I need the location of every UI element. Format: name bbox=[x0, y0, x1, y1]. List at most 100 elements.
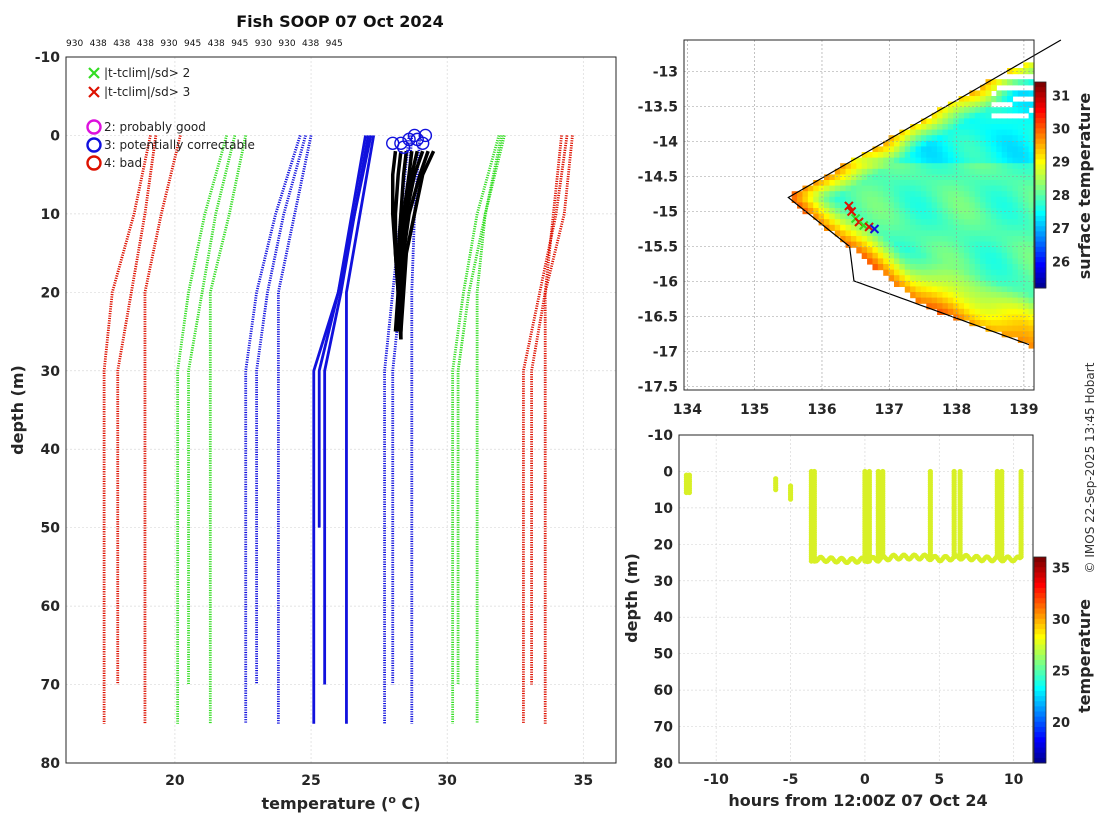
sst-cell bbox=[1028, 157, 1035, 164]
sst-cell bbox=[910, 152, 917, 159]
sst-cell bbox=[856, 196, 863, 203]
sst-cell bbox=[937, 140, 944, 147]
sst-cell bbox=[947, 230, 954, 237]
sst-cell bbox=[867, 208, 874, 215]
sst-cell bbox=[818, 185, 825, 192]
sst-cell bbox=[985, 90, 992, 97]
sst-cell bbox=[894, 196, 900, 203]
colorbar-segment bbox=[1034, 603, 1046, 609]
sst-cell bbox=[899, 146, 906, 153]
sst-cell bbox=[974, 146, 981, 153]
sst-cell bbox=[974, 101, 981, 108]
ts-y-tick-label: 10 bbox=[654, 501, 674, 517]
y-tick-label: 10 bbox=[41, 207, 61, 223]
sst-cell bbox=[872, 213, 879, 220]
sst-cell bbox=[1007, 146, 1014, 153]
sst-cell bbox=[980, 219, 987, 226]
sst-cell bbox=[904, 157, 911, 164]
sst-cell bbox=[964, 292, 970, 299]
sst-cell bbox=[931, 146, 938, 153]
sst-cell bbox=[1007, 174, 1014, 181]
sst-cell bbox=[834, 202, 841, 209]
sst-cell bbox=[996, 135, 1003, 142]
colorbar-segment bbox=[1035, 195, 1046, 201]
sst-cell bbox=[926, 124, 933, 131]
sst-cell bbox=[942, 275, 949, 282]
sst-cell bbox=[1007, 230, 1014, 237]
reference-profile-line bbox=[317, 135, 367, 528]
colorbar-segment bbox=[1034, 685, 1046, 692]
sst-cell bbox=[894, 252, 900, 259]
colorbar-segment bbox=[1034, 665, 1046, 671]
sst-cell bbox=[942, 191, 949, 198]
sst-cell bbox=[877, 168, 884, 175]
sst-cell bbox=[894, 202, 900, 209]
ts-colorbar-tick: 30 bbox=[1052, 613, 1070, 628]
sst-cell bbox=[931, 264, 938, 271]
sst-cell bbox=[980, 314, 987, 321]
sst-cell bbox=[899, 219, 906, 226]
sst-cell bbox=[1012, 252, 1019, 259]
map-colorbar-label: surface temperature bbox=[1075, 93, 1094, 280]
colorbar-segment bbox=[1034, 629, 1046, 635]
map-x-tick-label: 135 bbox=[740, 402, 769, 418]
sst-cell bbox=[958, 124, 965, 131]
sst-cell bbox=[964, 252, 970, 259]
sst-cell bbox=[1023, 236, 1030, 243]
colorbar-segment bbox=[1035, 97, 1046, 104]
sst-cell bbox=[990, 118, 997, 125]
ts-y-tick-label: 0 bbox=[663, 464, 673, 480]
sst-cell bbox=[953, 101, 960, 108]
sst-cell bbox=[1023, 163, 1030, 170]
sst-cell bbox=[899, 174, 906, 181]
sst-cell bbox=[953, 308, 960, 315]
sst-cell bbox=[1012, 146, 1019, 153]
colorbar-segment bbox=[1035, 226, 1046, 232]
sst-cell bbox=[958, 107, 965, 114]
y-tick-label: -10 bbox=[35, 50, 61, 66]
sst-cell bbox=[1017, 213, 1024, 220]
sst-cell bbox=[1023, 129, 1030, 136]
sst-cell bbox=[856, 163, 863, 170]
ts-colorbar-tick: 35 bbox=[1052, 561, 1070, 576]
sst-cell bbox=[990, 135, 997, 142]
sst-cell bbox=[958, 135, 965, 142]
sst-cell bbox=[883, 252, 890, 259]
sst-cell bbox=[872, 219, 879, 226]
sst-cell bbox=[883, 146, 890, 153]
sst-cell bbox=[990, 308, 997, 315]
sst-cell bbox=[856, 191, 863, 198]
map-colorbar-tick: 31 bbox=[1052, 89, 1070, 104]
sst-cell bbox=[942, 112, 949, 119]
sst-cell bbox=[958, 174, 965, 181]
sst-cell bbox=[964, 118, 970, 125]
sst-cell bbox=[980, 247, 987, 254]
sst-cell bbox=[947, 236, 954, 243]
sst-cell bbox=[969, 163, 976, 170]
sst-cell bbox=[1001, 275, 1008, 282]
sst-cell bbox=[942, 264, 949, 271]
map-colorbar-tick: 26 bbox=[1052, 255, 1070, 270]
sst-cell bbox=[1023, 336, 1030, 343]
sst-cell bbox=[974, 107, 981, 114]
sst-cell bbox=[894, 269, 900, 276]
sst-cell bbox=[926, 280, 933, 287]
sst-cell bbox=[1023, 314, 1030, 321]
sst-cell bbox=[1001, 90, 1008, 97]
colorbar-segment bbox=[1034, 562, 1046, 568]
platform-id: 945 bbox=[326, 39, 343, 49]
sst-cell bbox=[1017, 336, 1024, 343]
map-colorbar-tick: 28 bbox=[1052, 189, 1070, 204]
sst-cell bbox=[1012, 185, 1019, 192]
sst-cell bbox=[974, 174, 981, 181]
sst-cell bbox=[964, 168, 970, 175]
profile-y-axis-label: depth (m) bbox=[8, 365, 27, 455]
sst-cell bbox=[969, 90, 976, 97]
colorbar-segment bbox=[1035, 215, 1046, 222]
y-tick-label: 0 bbox=[50, 128, 60, 144]
sst-cell bbox=[942, 297, 949, 304]
sst-cell bbox=[931, 202, 938, 209]
sst-cell bbox=[850, 219, 857, 226]
sst-cell bbox=[980, 224, 987, 231]
colorbar-segment bbox=[1034, 582, 1046, 589]
